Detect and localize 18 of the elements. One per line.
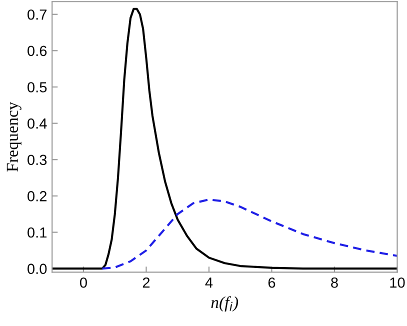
y-tick-label: 0.7 <box>28 9 47 20</box>
y-tick-label: 0.2 <box>28 191 47 202</box>
y-axis-title: Frequency <box>6 102 22 172</box>
y-tick-label: 0.1 <box>28 227 47 238</box>
x-axis-title: n(f$_{i}$) <box>211 296 238 312</box>
line-series <box>101 198 398 270</box>
x-tick-label: 4 <box>205 278 213 288</box>
x-tick-label: 8 <box>331 277 338 288</box>
x-tick-label: 0 <box>80 277 87 288</box>
y-tick-label: 0.0 <box>28 264 47 274</box>
x-tick-label: 2 <box>142 277 150 288</box>
x-tick-label: 10 <box>390 277 405 288</box>
line-series <box>52 8 398 270</box>
y-tick-label: 0.6 <box>28 46 47 56</box>
y-tick-label: 0.5 <box>28 82 47 92</box>
y-tick-label: 0.4 <box>28 118 47 129</box>
y-tick-label: 0.3 <box>28 154 47 166</box>
x-tick-label: 6 <box>268 277 276 288</box>
